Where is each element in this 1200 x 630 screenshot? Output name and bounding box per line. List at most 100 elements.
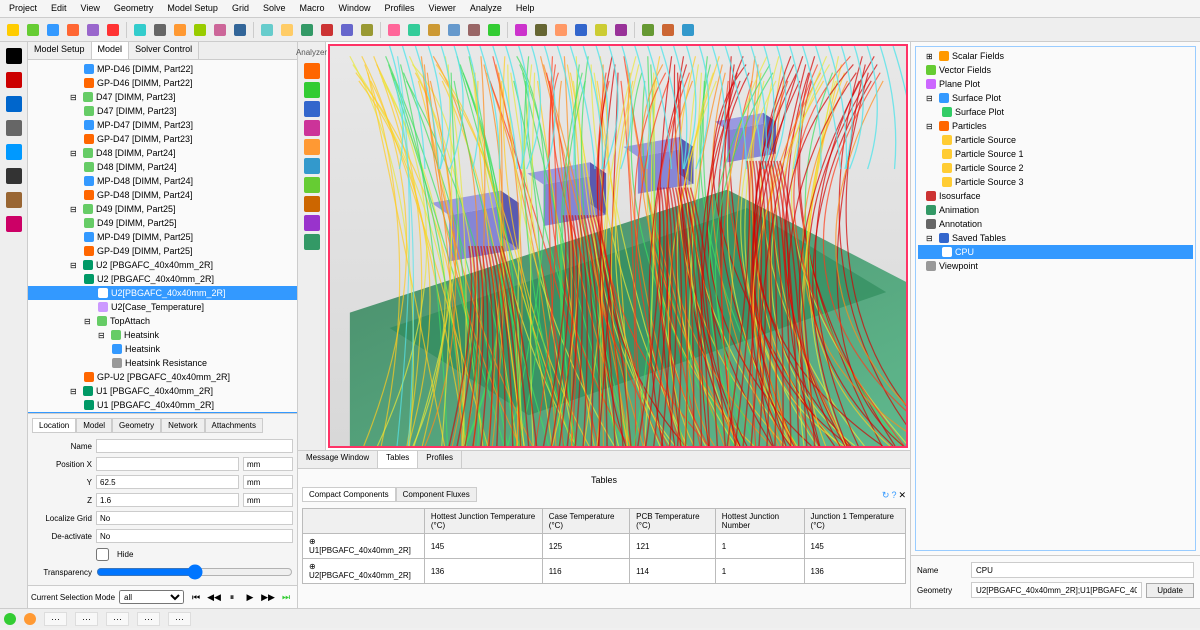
pause-icon[interactable]: ⏸ [224, 589, 240, 605]
menu-analyze[interactable]: Analyze [465, 2, 507, 15]
localize-input[interactable] [96, 511, 293, 525]
vp-tool-3[interactable] [304, 120, 320, 136]
skip-back-icon[interactable]: ⏮ [188, 589, 204, 605]
vp-tool-4[interactable] [304, 139, 320, 155]
update-button[interactable]: Update [1146, 583, 1194, 598]
tree-item[interactable]: GP-D46 [DIMM, Part22] [28, 76, 297, 90]
toolbar-icon-4[interactable] [84, 21, 102, 39]
rp-item[interactable]: Particle Source 3 [918, 175, 1193, 189]
name-input[interactable] [96, 439, 293, 453]
menu-help[interactable]: Help [511, 2, 540, 15]
help-icon[interactable]: ? [891, 490, 896, 501]
close-icon[interactable]: ✕ [898, 490, 906, 501]
sidebar-icon-5[interactable] [6, 168, 22, 184]
tree-item[interactable]: ⊟D47 [DIMM, Part23] [28, 90, 297, 104]
hide-checkbox[interactable] [96, 548, 109, 561]
rp-item[interactable]: Particle Source 1 [918, 147, 1193, 161]
tree-item[interactable]: MP-D47 [DIMM, Part23] [28, 118, 297, 132]
transparency-slider[interactable] [96, 566, 293, 578]
tree-item[interactable]: ⊟Heatsink [28, 328, 297, 342]
tree-item[interactable]: ⊟U1 [PBGAFC_40x40mm_2R] [28, 384, 297, 398]
props-tab-location[interactable]: Location [32, 418, 76, 433]
props-tab-model[interactable]: Model [76, 418, 112, 433]
toolbar-icon-17[interactable] [358, 21, 376, 39]
toolbar-icon-18[interactable] [385, 21, 403, 39]
menu-viewer[interactable]: Viewer [424, 2, 461, 15]
rp-item[interactable]: Viewpoint [918, 259, 1193, 273]
vp-tool-0[interactable] [304, 63, 320, 79]
play-icon[interactable]: ▶ [242, 589, 258, 605]
toolbar-icon-6[interactable] [131, 21, 149, 39]
tree-item[interactable]: D47 [DIMM, Part23] [28, 104, 297, 118]
subtab-component-fluxes[interactable]: Component Fluxes [396, 487, 477, 502]
posx-unit[interactable] [243, 457, 293, 471]
toolbar-icon-3[interactable] [64, 21, 82, 39]
toolbar-icon-28[interactable] [592, 21, 610, 39]
tree-item[interactable]: U2[Case_Temperature] [28, 300, 297, 314]
tree-item[interactable]: U1 [PBGAFC_40x40mm_2R] [28, 398, 297, 412]
tree-item[interactable]: Heatsink [28, 342, 297, 356]
lp-tab-model[interactable]: Model [92, 42, 130, 59]
subtab-compact-components[interactable]: Compact Components [302, 487, 396, 502]
rp-item[interactable]: ⊟Saved Tables [918, 231, 1193, 245]
skip-fwd-icon[interactable]: ⏭ [278, 589, 294, 605]
tree-item[interactable]: MP-D48 [DIMM, Part24] [28, 174, 297, 188]
menu-edit[interactable]: Edit [46, 2, 72, 15]
rp-item[interactable]: ⊟Particles [918, 119, 1193, 133]
sidebar-icon-3[interactable] [6, 120, 22, 136]
tree-item[interactable]: Heatsink Resistance [28, 356, 297, 370]
toolbar-icon-29[interactable] [612, 21, 630, 39]
toolbar-icon-16[interactable] [338, 21, 356, 39]
z-input[interactable] [96, 493, 239, 507]
toolbar-icon-31[interactable] [659, 21, 677, 39]
sidebar-icon-6[interactable] [6, 192, 22, 208]
tree-item[interactable]: GP-D47 [DIMM, Part23] [28, 132, 297, 146]
tree-item[interactable]: ⊟U2 [PBGAFC_40x40mm_2R] [28, 258, 297, 272]
bottom-tab-message-window[interactable]: Message Window [298, 451, 378, 468]
model-tree[interactable]: MP-D46 [DIMM, Part22]GP-D46 [DIMM, Part2… [28, 60, 297, 413]
tree-item[interactable]: ⊟TopAttach [28, 314, 297, 328]
tree-item[interactable]: GP-D48 [DIMM, Part24] [28, 188, 297, 202]
tree-item[interactable]: U2 [PBGAFC_40x40mm_2R] [28, 272, 297, 286]
tree-item[interactable]: MP-D49 [DIMM, Part25] [28, 230, 297, 244]
tree-item[interactable]: U2[PBGAFC_40x40mm_2R] [28, 286, 297, 300]
vp-tool-6[interactable] [304, 177, 320, 193]
results-tree[interactable]: ⊞Scalar FieldsVector FieldsPlane Plot⊟Su… [915, 46, 1196, 551]
rp-item[interactable]: Animation [918, 203, 1193, 217]
toolbar-icon-2[interactable] [44, 21, 62, 39]
rp-item[interactable]: ⊟Surface Plot [918, 91, 1193, 105]
vp-tool-1[interactable] [304, 82, 320, 98]
rp-item[interactable]: CPU [918, 245, 1193, 259]
tree-item[interactable]: GP-D49 [DIMM, Part25] [28, 244, 297, 258]
toolbar-icon-27[interactable] [572, 21, 590, 39]
toolbar-icon-20[interactable] [425, 21, 443, 39]
props-tab-network[interactable]: Network [161, 418, 204, 433]
posx-input[interactable] [96, 457, 239, 471]
rp-name-input[interactable] [971, 562, 1194, 578]
rp-item[interactable]: Annotation [918, 217, 1193, 231]
sidebar-icon-1[interactable] [6, 72, 22, 88]
y-unit[interactable] [243, 475, 293, 489]
menu-model-setup[interactable]: Model Setup [162, 2, 223, 15]
toolbar-icon-19[interactable] [405, 21, 423, 39]
menu-project[interactable]: Project [4, 2, 42, 15]
forward-icon[interactable]: ▶▶ [260, 589, 276, 605]
toolbar-icon-21[interactable] [445, 21, 463, 39]
rp-item[interactable]: Surface Plot [918, 105, 1193, 119]
toolbar-icon-15[interactable] [318, 21, 336, 39]
vp-tool-8[interactable] [304, 215, 320, 231]
selection-mode-select[interactable]: all [119, 590, 184, 604]
3d-viewport[interactable] [328, 44, 908, 448]
sidebar-icon-2[interactable] [6, 96, 22, 112]
toolbar-icon-7[interactable] [151, 21, 169, 39]
toolbar-icon-30[interactable] [639, 21, 657, 39]
menu-view[interactable]: View [76, 2, 105, 15]
bottom-tab-tables[interactable]: Tables [378, 451, 418, 468]
sidebar-icon-0[interactable] [6, 48, 22, 64]
tree-item[interactable]: D49 [DIMM, Part25] [28, 216, 297, 230]
vp-tool-7[interactable] [304, 196, 320, 212]
toolbar-icon-5[interactable] [104, 21, 122, 39]
toolbar-icon-22[interactable] [465, 21, 483, 39]
deactivate-input[interactable] [96, 529, 293, 543]
rewind-icon[interactable]: ◀◀ [206, 589, 222, 605]
